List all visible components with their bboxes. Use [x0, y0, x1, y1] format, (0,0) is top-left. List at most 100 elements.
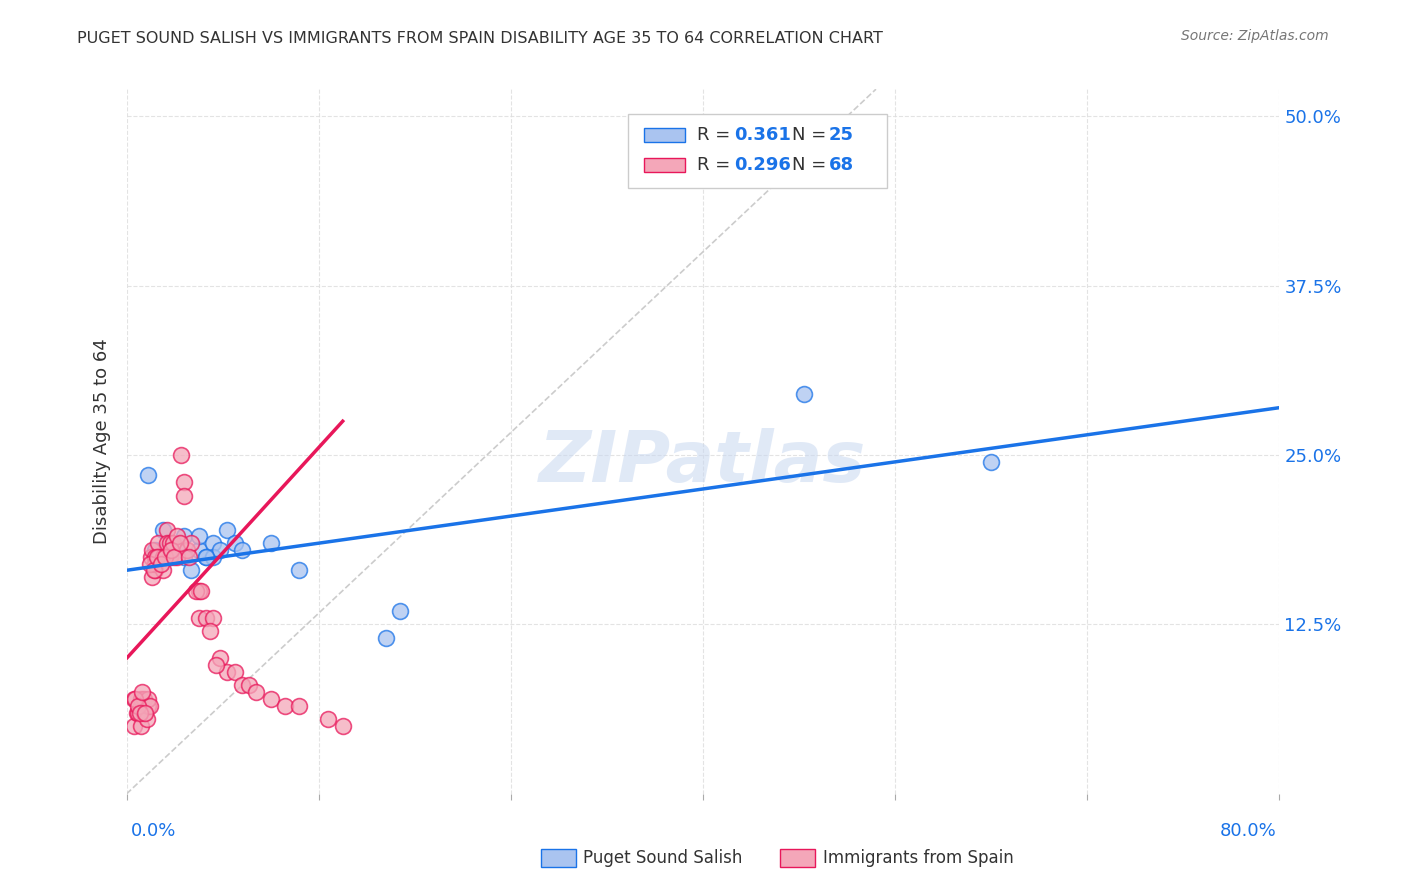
Point: [159, 536, 181, 550]
Point: [173, 489, 195, 503]
Point: [142, 563, 165, 577]
Point: [180, 536, 202, 550]
Point: [145, 549, 166, 564]
Point: [134, 706, 156, 720]
Point: [217, 665, 239, 679]
Text: 68: 68: [828, 155, 853, 174]
Point: [187, 543, 209, 558]
Point: [259, 536, 281, 550]
Point: [231, 678, 253, 692]
Point: [194, 610, 217, 624]
Point: [152, 523, 174, 537]
Text: 0.361: 0.361: [734, 126, 792, 144]
Point: [194, 549, 217, 564]
Point: [209, 651, 232, 665]
Point: [180, 563, 202, 577]
Point: [129, 692, 152, 706]
Text: R =: R =: [697, 155, 737, 174]
Text: 0.0%: 0.0%: [131, 822, 176, 840]
Point: [980, 455, 1002, 469]
Y-axis label: Disability Age 35 to 64: Disability Age 35 to 64: [93, 339, 111, 544]
Point: [793, 387, 815, 401]
Point: [332, 719, 354, 733]
Point: [132, 706, 155, 720]
Point: [202, 610, 225, 624]
Point: [187, 583, 209, 598]
Point: [159, 549, 181, 564]
Point: [187, 610, 209, 624]
Point: [173, 475, 195, 490]
Text: ZIPatlas: ZIPatlas: [540, 428, 866, 497]
Point: [145, 557, 166, 571]
Point: [125, 706, 148, 720]
Point: [259, 692, 281, 706]
Point: [148, 549, 170, 564]
Point: [148, 536, 170, 550]
Point: [224, 536, 246, 550]
Point: [122, 692, 145, 706]
Point: [155, 549, 177, 564]
Point: [156, 536, 179, 550]
Point: [166, 529, 188, 543]
Point: [127, 698, 149, 713]
Point: [138, 698, 160, 713]
Point: [205, 658, 228, 673]
Point: [136, 468, 159, 483]
Point: [150, 557, 173, 571]
Point: [145, 543, 166, 558]
Point: [202, 536, 225, 550]
Point: [374, 631, 398, 645]
Point: [128, 706, 150, 720]
Point: [141, 543, 163, 558]
Point: [184, 583, 207, 598]
Point: [389, 604, 412, 618]
Point: [190, 583, 212, 598]
Point: [162, 536, 184, 550]
Point: [160, 543, 183, 558]
Point: [156, 523, 179, 537]
Point: [129, 698, 152, 713]
Text: Puget Sound Salish: Puget Sound Salish: [583, 849, 742, 867]
Point: [122, 719, 145, 733]
FancyBboxPatch shape: [644, 158, 685, 171]
Text: 0.296: 0.296: [734, 155, 792, 174]
Point: [274, 698, 297, 713]
Point: [159, 536, 181, 550]
Point: [166, 543, 188, 558]
Point: [231, 543, 253, 558]
Point: [136, 698, 159, 713]
Point: [318, 712, 340, 726]
Point: [145, 563, 166, 577]
Point: [166, 549, 188, 564]
Point: [127, 706, 149, 720]
Point: [129, 719, 152, 733]
Point: [141, 570, 163, 584]
Text: N =: N =: [792, 126, 832, 144]
Point: [198, 624, 221, 639]
Point: [163, 549, 186, 564]
Text: N =: N =: [792, 155, 832, 174]
Point: [288, 698, 311, 713]
Point: [170, 448, 193, 462]
Text: Immigrants from Spain: Immigrants from Spain: [823, 849, 1014, 867]
Point: [139, 549, 162, 564]
Point: [238, 678, 260, 692]
Point: [138, 557, 160, 571]
Text: PUGET SOUND SALISH VS IMMIGRANTS FROM SPAIN DISABILITY AGE 35 TO 64 CORRELATION : PUGET SOUND SALISH VS IMMIGRANTS FROM SP…: [77, 31, 883, 46]
Point: [209, 543, 232, 558]
Text: 80.0%: 80.0%: [1220, 822, 1277, 840]
Point: [245, 685, 267, 699]
Point: [152, 549, 174, 564]
Point: [132, 692, 155, 706]
Point: [124, 692, 146, 706]
Point: [288, 563, 311, 577]
Point: [159, 549, 181, 564]
Text: 25: 25: [828, 126, 853, 144]
Point: [202, 549, 225, 564]
Point: [177, 549, 200, 564]
Point: [224, 665, 246, 679]
Point: [146, 549, 169, 564]
Point: [136, 692, 159, 706]
FancyBboxPatch shape: [628, 114, 887, 188]
Text: R =: R =: [697, 126, 737, 144]
